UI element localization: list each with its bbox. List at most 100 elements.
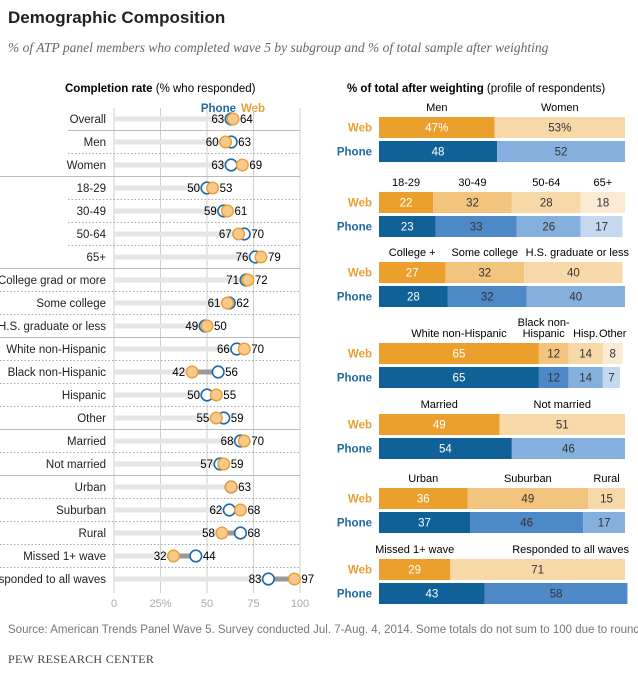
track-bar [114,139,226,145]
x-tick-label: 100 [291,598,309,610]
phone-dot [233,526,248,540]
category-label: Rural [593,473,619,485]
phone-segment [526,286,625,307]
track-bar [114,484,232,490]
web-segment-label: 51 [556,420,569,432]
value-label-high: 53 [220,183,233,195]
phone-segment-label: 40 [569,292,582,304]
phone-segment-label: 43 [425,589,438,601]
value-label-low: 68 [221,436,234,448]
web-dot [220,296,234,310]
track-bar [114,530,222,536]
category-label: 18-29 [392,177,420,189]
x-tick-label: 0 [111,598,117,610]
row-label: Rural [79,528,106,540]
gap-bar [221,530,241,536]
web-segment [538,343,569,364]
row-label: Overall [70,114,106,126]
source-note: Source: American Trends Panel Wave 5. Su… [8,624,638,636]
track-bar [114,507,230,513]
web-segment-label: 47% [425,123,448,135]
row-label: H.S. graduate or less [0,321,106,333]
value-label-low: 57 [200,459,213,471]
web-row-label: Web [348,268,372,280]
value-label-low: 83 [249,574,262,586]
phone-dot [224,158,238,172]
phone-segment [379,512,471,533]
gap-bar [192,369,219,375]
bar-group: Men Women Web 47% 53% Phone 48 52 [337,102,625,162]
value-label-low: 42 [172,367,185,379]
phone-segment-label: 46 [520,518,533,530]
category-label: Responded to all waves [512,544,629,556]
value-label-high: 62 [236,298,249,310]
phone-segment-label: 37 [418,518,431,530]
web-segment-label: 8 [609,349,615,361]
category-label: Other [599,328,627,340]
web-dot [235,158,249,172]
row-label: Responded to all waves [0,574,106,586]
phone-segment [379,438,512,459]
web-dot [200,319,214,333]
web-segment-label: 71 [531,565,544,577]
web-dot [237,434,251,448]
value-label-low: 76 [236,252,249,264]
web-dot [220,204,234,218]
web-segment [445,262,525,283]
web-row-label: Web [348,420,372,432]
phone-segment-label: 23 [401,222,414,234]
value-label-low: 55 [197,413,210,425]
phone-segment [568,367,603,388]
category-label: Married [421,399,458,411]
value-label-high: 50 [214,321,227,333]
phone-segment [538,367,569,388]
phone-row-label: Phone [337,518,372,530]
web-segment-label: 22 [400,198,413,210]
value-label-low: 63 [211,114,224,126]
category-label: White non-Hispanic [411,328,507,340]
value-label-high: 72 [255,275,268,287]
value-label-high: 97 [301,574,314,586]
web-segment [379,414,500,435]
phone-segment [447,286,527,307]
web-segment-label: 18 [596,198,609,210]
phone-segment-label: 17 [598,518,611,530]
row-label: Married [67,436,106,448]
row-label: 50-64 [77,229,107,241]
row-label: 65+ [86,252,106,264]
phone-segment-label: 14 [579,373,592,385]
row-label: Other [77,413,106,425]
web-segment [467,488,589,509]
chart-subtitle: % of ATP panel members who completed wav… [8,40,549,55]
track-bar [114,346,237,352]
row-label: Women [67,160,106,172]
row-label: Suburban [56,505,106,517]
web-segment [379,262,446,283]
right-panel-title-bold: % of total after weighting [347,83,484,95]
track-bar [114,369,193,375]
web-segment-label: 15 [600,494,613,506]
value-label-low: 60 [206,137,219,149]
phone-row-label: Phone [337,292,372,304]
row-label: Missed 1+ wave [23,551,106,563]
left-panel-title: Completion rate (% who responded) [65,83,256,95]
track-bar [114,116,232,122]
track-bar [114,254,256,260]
value-label-high: 70 [251,229,264,241]
right-panel-title: % of total after weighting (profile of r… [347,83,605,95]
bar-group: Missed 1+ wave Responded to all waves Web 2… [337,544,629,604]
value-label-low: 58 [202,528,215,540]
value-label-low: 59 [204,206,217,218]
web-row-label: Web [348,565,372,577]
value-label-high: 69 [249,160,262,172]
web-row-label: Web [348,349,372,361]
phone-segment [379,583,485,604]
web-dot [215,526,229,540]
web-segment [433,192,512,213]
phone-dot [261,572,275,586]
org-name: PEW RESEARCH CENTER [8,652,155,666]
row-label: Some college [36,298,106,310]
phone-segment-label: 54 [439,444,452,456]
web-segment [602,343,623,364]
value-label-low: 32 [154,551,167,563]
